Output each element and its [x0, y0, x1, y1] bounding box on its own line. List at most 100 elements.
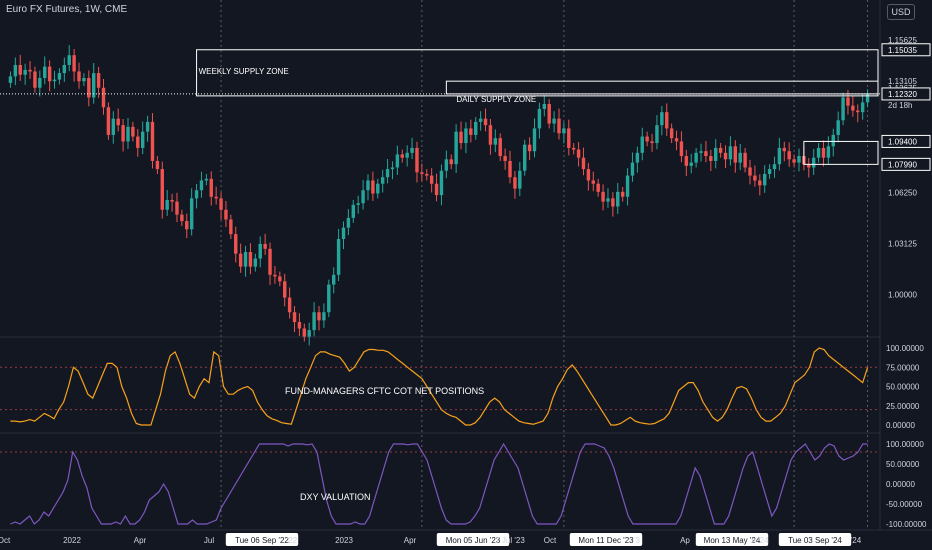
candle[interactable]: [52, 70, 57, 89]
candle[interactable]: [684, 149, 689, 176]
candle[interactable]: [106, 102, 111, 140]
candle[interactable]: [469, 119, 473, 143]
candle[interactable]: [434, 173, 439, 202]
candle[interactable]: [464, 122, 468, 154]
candle[interactable]: [723, 145, 728, 169]
candle[interactable]: [797, 148, 801, 172]
candle[interactable]: [170, 193, 174, 212]
candle[interactable]: [82, 73, 86, 87]
candle[interactable]: [606, 188, 610, 208]
candle[interactable]: [410, 137, 414, 159]
candle[interactable]: [165, 189, 169, 216]
candle[interactable]: [777, 137, 782, 171]
candle[interactable]: [483, 108, 488, 132]
time-label-box[interactable]: [569, 533, 643, 546]
candle[interactable]: [856, 104, 860, 123]
candle[interactable]: [180, 209, 184, 227]
candle[interactable]: [140, 121, 145, 155]
candle[interactable]: [831, 128, 835, 157]
candle[interactable]: [738, 144, 742, 171]
candle[interactable]: [126, 118, 130, 149]
candle[interactable]: [312, 302, 316, 337]
candle[interactable]: [728, 136, 733, 166]
time-axis[interactable]: Oct 2022 Apr Jul Tue 06 Sep '22'22 2023 Apr Mon…: [0, 533, 862, 546]
candle[interactable]: [395, 145, 400, 175]
candle[interactable]: [229, 214, 233, 240]
candle[interactable]: [542, 95, 547, 117]
candle[interactable]: [429, 168, 434, 193]
candle[interactable]: [91, 63, 96, 104]
candle[interactable]: [116, 108, 120, 132]
candle[interactable]: [571, 143, 576, 155]
candle[interactable]: [234, 226, 238, 263]
candle[interactable]: [43, 56, 47, 85]
candle[interactable]: [145, 115, 150, 142]
candle[interactable]: [645, 131, 649, 147]
candle[interactable]: [488, 118, 493, 155]
candle[interactable]: [630, 152, 635, 182]
candle[interactable]: [87, 70, 91, 107]
candle[interactable]: [204, 173, 209, 186]
currency-button[interactable]: USD: [887, 4, 915, 20]
candle[interactable]: [851, 95, 855, 117]
candle[interactable]: [322, 303, 326, 328]
candle[interactable]: [865, 89, 870, 108]
candle[interactable]: [581, 147, 586, 176]
candle[interactable]: [767, 164, 772, 179]
candle[interactable]: [371, 171, 375, 201]
candle[interactable]: [459, 121, 463, 150]
candle[interactable]: [366, 174, 370, 201]
candle[interactable]: [547, 99, 551, 129]
candle[interactable]: [620, 186, 625, 202]
candle[interactable]: [307, 322, 311, 346]
candle[interactable]: [150, 113, 155, 169]
candle[interactable]: [175, 192, 179, 223]
candle[interactable]: [346, 209, 351, 236]
candle[interactable]: [13, 57, 18, 86]
candle[interactable]: [699, 143, 703, 162]
price-label-box[interactable]: 1.12320 2d 18h: [881, 87, 931, 110]
candle[interactable]: [327, 279, 331, 318]
price-label-box[interactable]: 1.09400: [881, 134, 931, 148]
candle[interactable]: [415, 141, 419, 183]
candle[interactable]: [811, 148, 816, 175]
candle[interactable]: [160, 161, 164, 219]
candle[interactable]: [782, 141, 787, 162]
candle[interactable]: [669, 123, 674, 144]
candle[interactable]: [287, 287, 292, 319]
candle[interactable]: [493, 129, 498, 153]
candle[interactable]: [709, 149, 713, 172]
candle[interactable]: [101, 78, 106, 115]
candle[interactable]: [390, 161, 395, 180]
candle[interactable]: [111, 111, 116, 144]
candle[interactable]: [238, 243, 243, 273]
candle[interactable]: [72, 49, 76, 82]
candle[interactable]: [209, 171, 213, 206]
candle[interactable]: [635, 146, 640, 173]
candle[interactable]: [807, 158, 811, 178]
time-label-box[interactable]: [778, 533, 852, 546]
candle[interactable]: [292, 306, 297, 333]
candle[interactable]: [601, 184, 605, 211]
candle[interactable]: [400, 149, 404, 163]
candle[interactable]: [596, 178, 600, 197]
candle[interactable]: [444, 150, 449, 179]
candle[interactable]: [718, 143, 723, 158]
candle[interactable]: [748, 159, 752, 185]
candle[interactable]: [841, 92, 845, 126]
candle[interactable]: [576, 142, 581, 167]
candle[interactable]: [679, 131, 684, 163]
candle[interactable]: [258, 236, 262, 268]
candle[interactable]: [278, 271, 282, 287]
candle[interactable]: [522, 139, 527, 176]
candle[interactable]: [532, 118, 537, 158]
candle[interactable]: [478, 111, 483, 131]
candle[interactable]: [454, 124, 458, 173]
candle[interactable]: [253, 253, 258, 272]
candle[interactable]: [47, 60, 52, 92]
candle[interactable]: [405, 145, 409, 167]
candle[interactable]: [591, 171, 595, 192]
weekly-supply-zone[interactable]: [196, 49, 879, 97]
candle[interactable]: [96, 66, 101, 98]
fund-managers-pane[interactable]: FUND-MANAGERS CFTC COT NET POSITIONS: [0, 347, 880, 426]
